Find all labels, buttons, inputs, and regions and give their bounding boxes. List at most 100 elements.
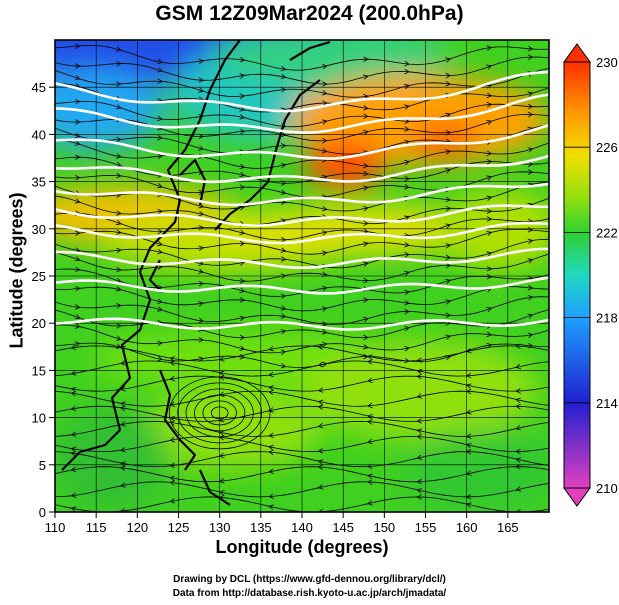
wind-arrow (120, 401, 126, 407)
wind-arrow (363, 220, 369, 226)
streamline (55, 212, 549, 241)
wind-arrow (116, 172, 122, 179)
x-tick-label: 165 (497, 520, 519, 535)
wind-arrow (321, 205, 328, 212)
isotach-line (55, 276, 549, 295)
wind-arrow (322, 137, 328, 144)
wind-arrow (465, 433, 472, 439)
wind-arrow (362, 241, 369, 247)
wind-arrow (239, 93, 246, 99)
wind-arrow (120, 405, 126, 412)
wind-arrow (169, 462, 176, 469)
streamline (55, 68, 549, 98)
x-tick-label: 155 (415, 520, 437, 535)
wind-arrow (280, 123, 287, 129)
lat-lon-grid (55, 40, 549, 512)
wind-arrow (120, 386, 126, 392)
wind-arrow (486, 120, 493, 126)
wind-arrow (527, 313, 534, 319)
wind-arrow (321, 148, 328, 154)
wind-arrow (75, 175, 81, 181)
wind-arrow (198, 58, 205, 65)
wind-arrow (115, 286, 122, 292)
isotach-line (55, 317, 549, 331)
wind-arrow (239, 345, 246, 351)
wind-arrow (74, 304, 81, 310)
wind-arrow (404, 68, 410, 75)
colorbar-tick-label: 210 (596, 481, 618, 496)
wind-arrow (416, 373, 422, 380)
wind-arrow (321, 271, 328, 278)
wind-arrow (317, 422, 324, 429)
wind-arrow (465, 383, 472, 389)
wind-arrow (198, 260, 205, 266)
wind-arrow (515, 403, 521, 410)
wind-arrow (363, 277, 369, 284)
wind-arrow (527, 103, 534, 110)
wind-arrow (268, 371, 274, 378)
wind-arrow (465, 442, 472, 449)
wind-arrow (367, 359, 373, 365)
wind-arrow (218, 494, 225, 501)
wind-arrow (404, 326, 410, 332)
wind-arrow (445, 168, 451, 174)
wind-arrow (404, 308, 410, 315)
wind-arrow (157, 183, 163, 189)
wind-arrow (115, 335, 122, 341)
wind-arrow (317, 464, 324, 470)
isotach-contours (55, 70, 549, 331)
wind-arrow (486, 101, 493, 108)
wind-arrow (198, 189, 205, 196)
wind-arrow (445, 254, 452, 261)
chart-title: GSM 12Z09Mar2024 (200.0hPa) (155, 2, 464, 25)
wind-arrow (169, 356, 176, 362)
wind-arrow (404, 289, 410, 296)
wind-arrow (280, 162, 287, 169)
wind-arrow (367, 438, 373, 445)
wind-arrow (157, 67, 163, 73)
wind-arrow (74, 132, 81, 138)
isotach-line (55, 93, 549, 134)
streamline (55, 296, 549, 326)
wind-arrow (169, 475, 176, 482)
wind-arrow (268, 468, 275, 474)
vortex-ring (194, 394, 246, 432)
wind-arrow (74, 43, 81, 50)
wind-arrow (404, 126, 410, 132)
wind-arrow (445, 312, 452, 318)
wind-arrow (363, 162, 369, 169)
wind-arrow (321, 321, 328, 327)
streamline (55, 138, 549, 169)
wind-arrow (515, 448, 521, 455)
wind-arrow (486, 307, 493, 313)
wind-arrow (268, 346, 274, 352)
wind-arrow (280, 143, 287, 149)
wind-arrow (362, 344, 369, 350)
wind-arrow (239, 278, 246, 284)
wind-arrow (280, 73, 287, 80)
wind-arrow (515, 464, 521, 470)
wind-arrow (120, 421, 126, 427)
wind-arrow (486, 150, 493, 156)
wind-arrow (280, 180, 287, 186)
streamline (55, 252, 549, 282)
wind-arrow (239, 287, 246, 293)
y-tick-label: 40 (32, 127, 46, 142)
wind-arrow (362, 105, 369, 111)
wind-arrow (317, 459, 324, 465)
wind-arrow (239, 315, 246, 322)
wind-arrow (198, 225, 205, 231)
wind-arrow (115, 46, 122, 52)
wind-arrow (157, 284, 163, 291)
wind-arrow (527, 111, 534, 118)
wind-arrow (268, 432, 274, 439)
wind-arrow (74, 198, 81, 204)
wind-arrow (157, 298, 163, 304)
wind-arrow (321, 306, 328, 312)
wind-arrow (74, 256, 81, 262)
isotach-line (55, 154, 549, 184)
colorbar-tick-label: 214 (596, 396, 618, 411)
wind-arrow (116, 81, 122, 87)
wind-arrow (239, 334, 246, 341)
wind-arrow (404, 175, 410, 182)
